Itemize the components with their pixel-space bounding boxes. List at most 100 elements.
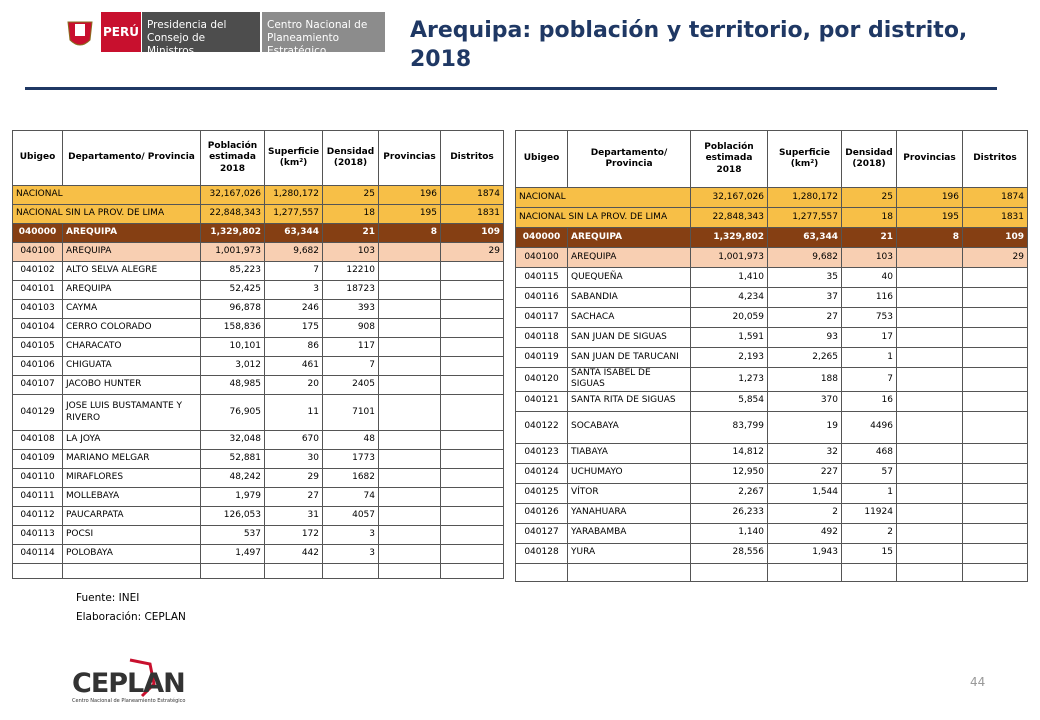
cell: 48 — [322, 430, 379, 450]
cell: SACHACA — [567, 307, 691, 328]
cell — [896, 502, 963, 524]
cell: NACIONAL SIN LA PROV. DE LIMA — [12, 204, 201, 224]
cell: 040121 — [515, 390, 568, 412]
cell: 2 — [841, 522, 897, 544]
cell: 196 — [378, 185, 441, 205]
column-header: Superficie (km²) — [264, 130, 323, 186]
cell — [440, 280, 504, 300]
cell: 9,682 — [264, 242, 323, 262]
coat-of-arms — [60, 12, 100, 52]
column-header: Densidad (2018) — [322, 130, 379, 186]
ministry-box: Presidencia del Consejo de Ministros — [142, 12, 260, 57]
cell — [962, 327, 1028, 348]
cell: 22,848,343 — [200, 204, 265, 224]
cell — [962, 462, 1028, 484]
table-row: 040127 YARABAMBA 1,140 492 2 — [515, 522, 1028, 544]
cell — [896, 562, 963, 582]
cell — [378, 506, 441, 526]
cell: 27 — [767, 307, 842, 328]
cell: 37 — [767, 287, 842, 308]
cell: 1,979 — [200, 487, 265, 507]
cell: 1 — [841, 347, 897, 368]
cell: 29 — [962, 247, 1028, 268]
cell: CHIGUATA — [62, 356, 201, 376]
cell: 442 — [264, 544, 323, 564]
cell: 7101 — [322, 394, 379, 431]
cell: 11924 — [841, 502, 897, 524]
cell: 29 — [264, 468, 323, 488]
cell — [896, 482, 963, 504]
cell — [896, 442, 963, 464]
cell: 370 — [767, 390, 842, 412]
cell: 30 — [264, 449, 323, 469]
cell: 040109 — [12, 449, 63, 469]
cell — [567, 562, 691, 582]
cell: 1,277,557 — [767, 207, 842, 228]
cell: 040104 — [12, 318, 63, 338]
cell: 1,329,802 — [200, 223, 265, 243]
column-header: Distritos — [962, 130, 1028, 188]
cell — [962, 542, 1028, 564]
cell — [896, 327, 963, 348]
cell: 32 — [767, 442, 842, 464]
cell — [378, 356, 441, 376]
cell: 85,223 — [200, 261, 265, 281]
cell: 83,799 — [690, 410, 768, 444]
cell: 8 — [378, 223, 441, 243]
table-row: 040123 TIABAYA 14,812 32 468 — [515, 442, 1028, 464]
cell: VÍTOR — [567, 482, 691, 504]
cell: 040129 — [12, 394, 63, 431]
cell: 7 — [322, 356, 379, 376]
cell: 3 — [322, 525, 379, 545]
cell — [440, 449, 504, 469]
cell: 103 — [322, 242, 379, 262]
cell: 195 — [896, 207, 963, 228]
cell: CHARACATO — [62, 337, 201, 357]
cell: YANAHUARA — [567, 502, 691, 524]
cell: 040110 — [12, 468, 63, 488]
column-header: Provincias — [378, 130, 441, 186]
table-row: NACIONAL 32,167,026 1,280,172 25 196 1874 — [515, 187, 1028, 208]
cell: TIABAYA — [567, 442, 691, 464]
cell: 25 — [841, 187, 897, 208]
table-row: 040122 SOCABAYA 83,799 19 4496 — [515, 410, 1028, 444]
cell: 1682 — [322, 468, 379, 488]
cell: NACIONAL — [12, 185, 201, 205]
cell: 28,556 — [690, 542, 768, 564]
cell: 1,001,973 — [690, 247, 768, 268]
cell: 172 — [264, 525, 323, 545]
cell: 040113 — [12, 525, 63, 545]
footer-logo: CEPLAN Centro Nacional de Planeamiento E… — [72, 656, 186, 706]
cell: 31 — [264, 506, 323, 526]
cell: 537 — [200, 525, 265, 545]
cell: 3 — [264, 280, 323, 300]
data-table: Ubigeo Departamento/ Provincia Población e… — [515, 130, 1028, 582]
table-row: 040105 CHARACATO 10,101 86 117 — [12, 337, 504, 357]
cell: 040123 — [515, 442, 568, 464]
cell: 468 — [841, 442, 897, 464]
table-row: 040000 AREQUIPA 1,329,802 63,344 21 8 109 — [515, 227, 1028, 248]
cell: 040118 — [515, 327, 568, 348]
cell — [440, 468, 504, 488]
column-header: Departamento/ Provincia — [567, 130, 691, 188]
cell — [440, 487, 504, 507]
notes: Fuente: INEI Elaboración: CEPLAN — [76, 589, 186, 627]
cell: 48,985 — [200, 375, 265, 395]
table-row: 040121 SANTA RITA DE SIGUAS 5,854 370 16 — [515, 390, 1028, 412]
cell: MIRAFLORES — [62, 468, 201, 488]
cell — [378, 337, 441, 357]
cell: AREQUIPA — [62, 280, 201, 300]
column-header: Departamento/ Provincia — [62, 130, 201, 186]
cell — [378, 299, 441, 319]
table-row: 040128 YURA 28,556 1,943 15 — [515, 542, 1028, 564]
cell: 26,233 — [690, 502, 768, 524]
cell: 040108 — [12, 430, 63, 450]
cell: ALTO SELVA ALEGRE — [62, 261, 201, 281]
cell — [896, 522, 963, 544]
table-row: 040126 YANAHUARA 26,233 2 11924 — [515, 502, 1028, 524]
cell: 18 — [322, 204, 379, 224]
cell — [322, 563, 379, 579]
column-header: Población estimada 2018 — [690, 130, 768, 188]
cell — [896, 247, 963, 268]
cell — [440, 430, 504, 450]
